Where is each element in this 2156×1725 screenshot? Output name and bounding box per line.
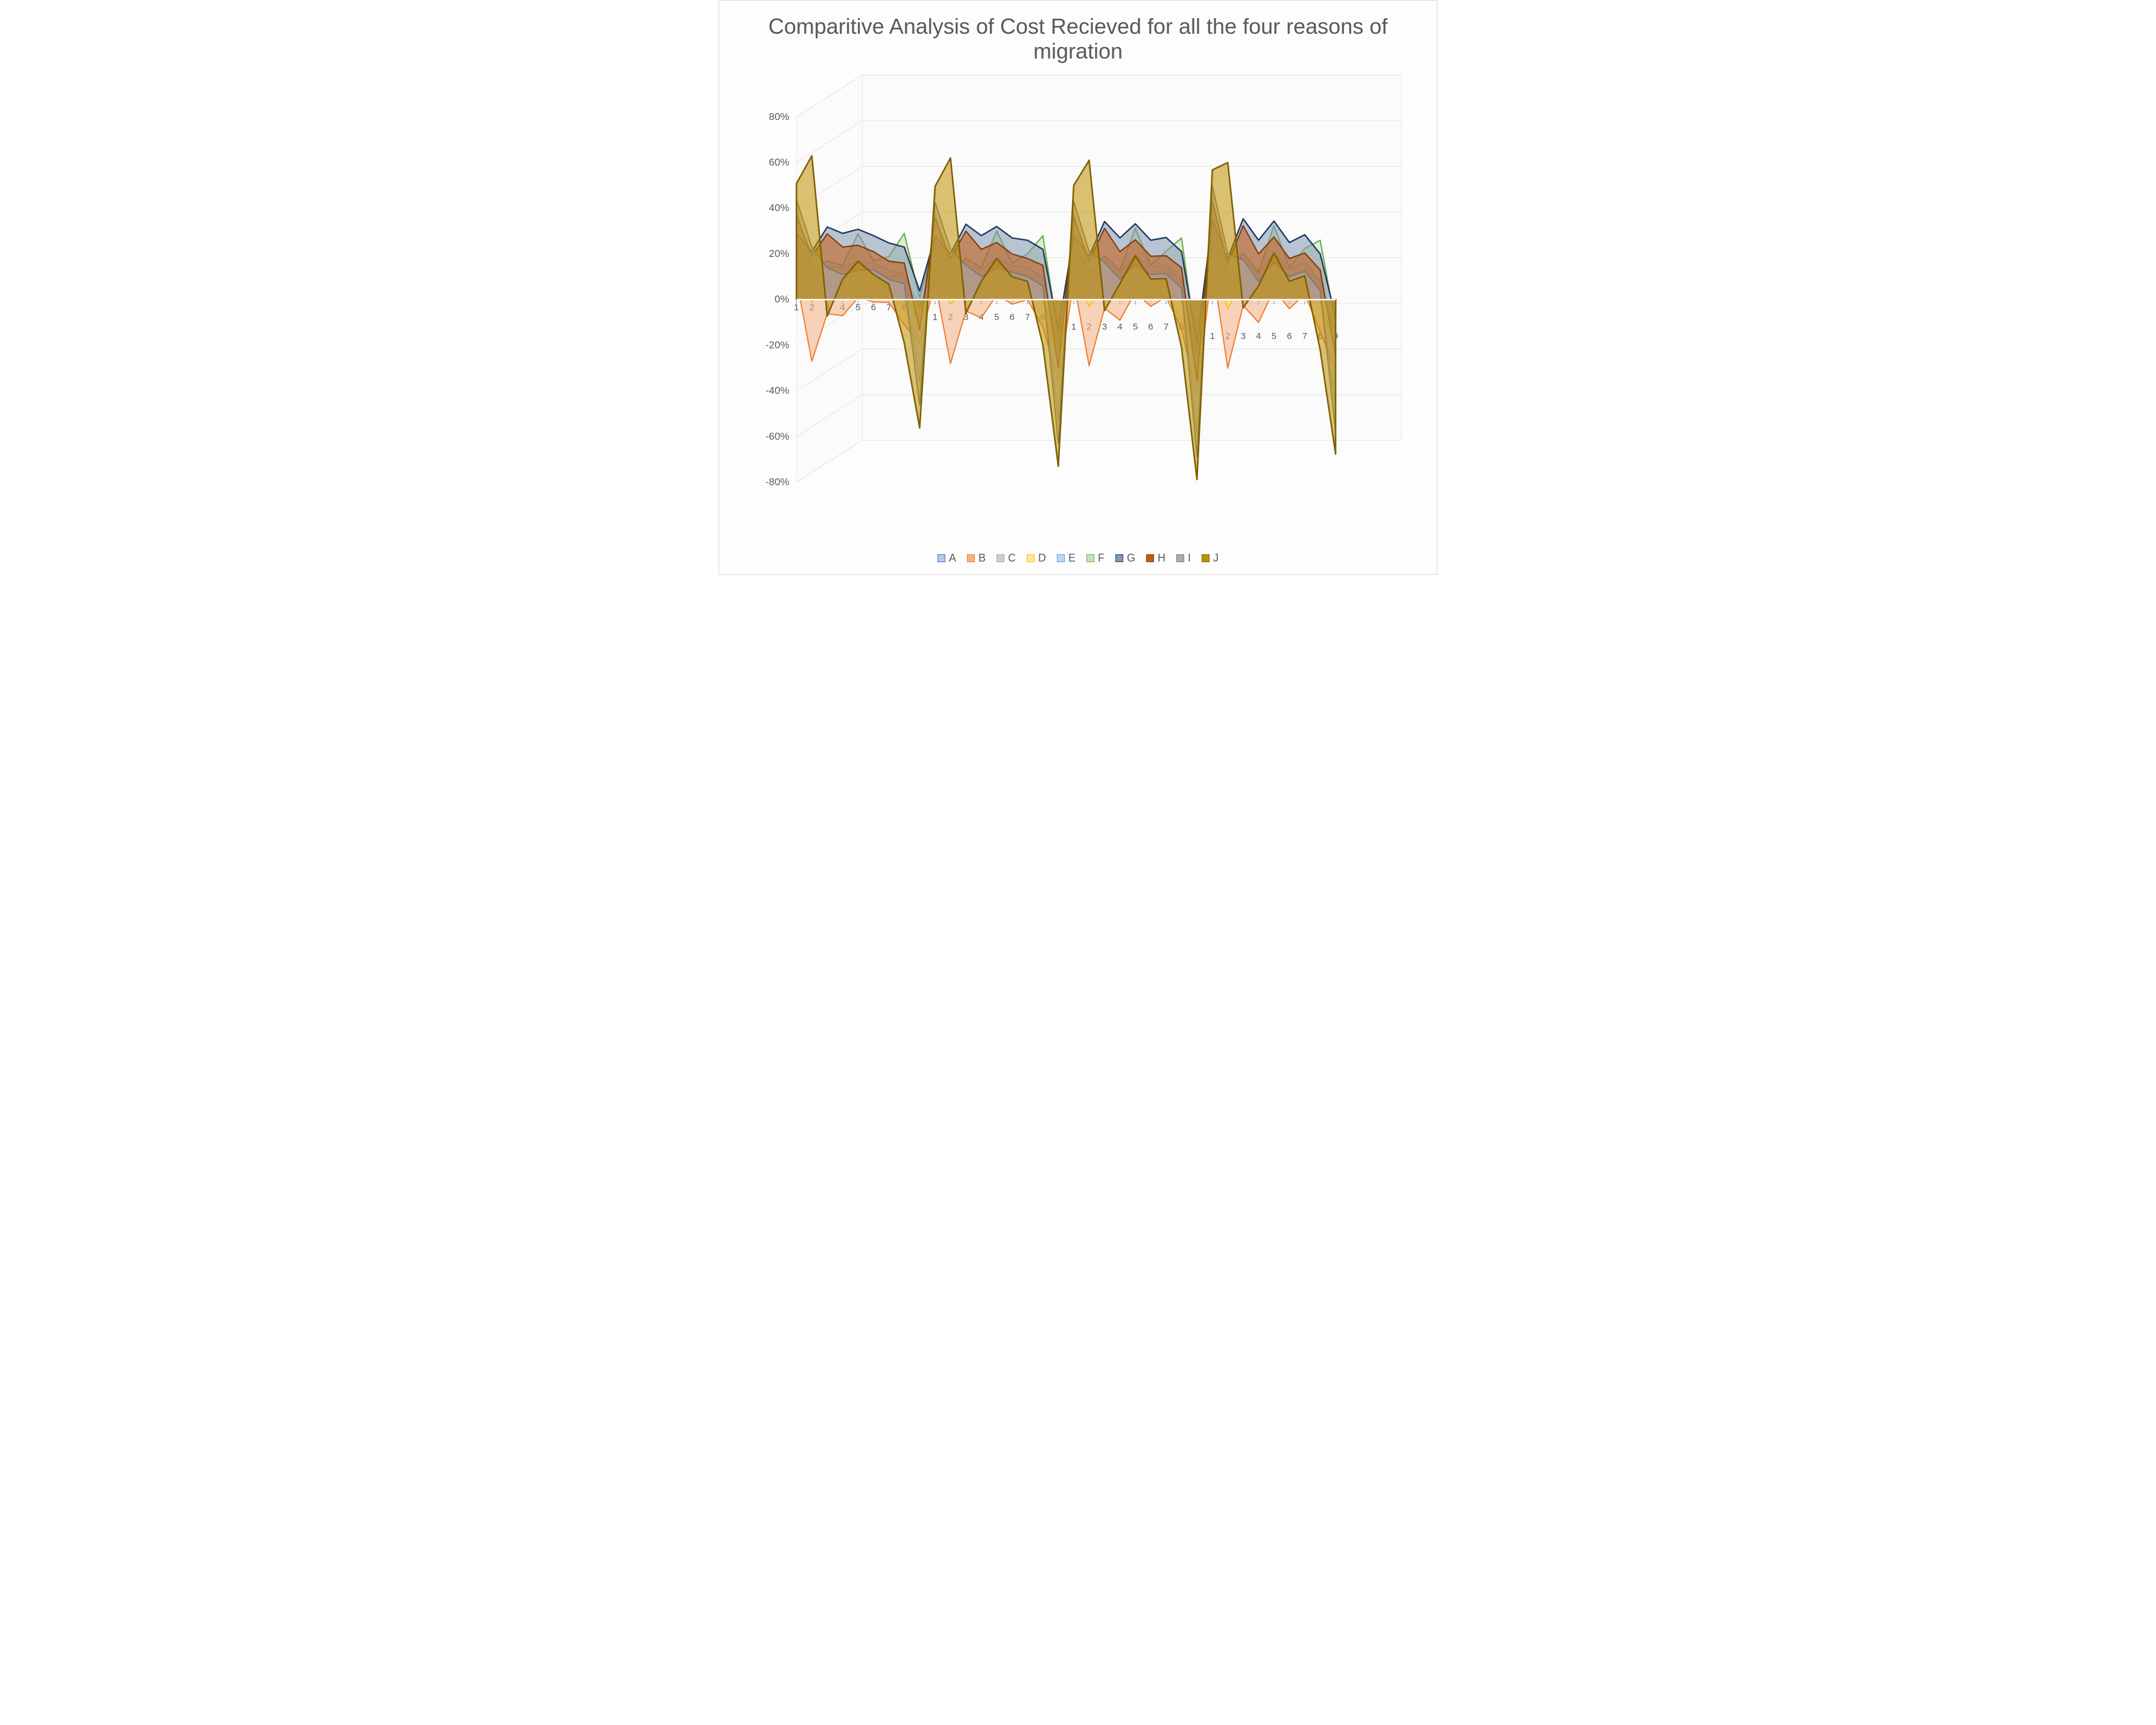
svg-text:6: 6: [871, 303, 876, 312]
legend-item-G: G: [1115, 552, 1135, 565]
chart-plot-area: -80%-60%-40%-20%0%20%40%60%80%1234567891…: [734, 70, 1422, 547]
legend-swatch: [1202, 554, 1210, 562]
svg-text:20%: 20%: [769, 248, 790, 259]
svg-text:6: 6: [1010, 312, 1015, 322]
legend-item-D: D: [1027, 552, 1046, 565]
svg-text:5: 5: [855, 303, 860, 312]
legend-swatch: [1146, 554, 1154, 562]
svg-text:7: 7: [1164, 322, 1168, 332]
svg-text:80%: 80%: [769, 111, 790, 122]
svg-text:1: 1: [1210, 332, 1215, 341]
legend-label: B: [978, 552, 986, 565]
svg-text:5: 5: [994, 312, 999, 322]
svg-text:60%: 60%: [769, 156, 790, 168]
legend-label: G: [1127, 552, 1135, 565]
legend-item-E: E: [1057, 552, 1076, 565]
svg-text:3: 3: [1102, 322, 1107, 332]
svg-text:5: 5: [1133, 322, 1138, 332]
chart-title: Comparitive Analysis of Cost Recieved fo…: [758, 14, 1398, 64]
legend-swatch: [1176, 554, 1184, 562]
svg-text:4: 4: [1117, 322, 1122, 332]
legend-item-I: I: [1176, 552, 1191, 565]
legend-item-F: F: [1086, 552, 1105, 565]
svg-text:-60%: -60%: [766, 431, 789, 442]
legend-label: C: [1008, 552, 1016, 565]
legend-item-A: A: [937, 552, 956, 565]
legend-label: E: [1068, 552, 1076, 565]
svg-text:5: 5: [1272, 332, 1276, 341]
legend-label: F: [1098, 552, 1105, 565]
legend-swatch: [1086, 554, 1094, 562]
svg-text:0%: 0%: [775, 293, 789, 305]
svg-text:-20%: -20%: [766, 339, 789, 350]
chart-legend: A B C D E F G H I J: [734, 547, 1422, 567]
legend-swatch: [1115, 554, 1123, 562]
svg-text:7: 7: [1025, 312, 1030, 322]
svg-text:1: 1: [794, 303, 799, 312]
svg-text:7: 7: [1302, 332, 1307, 341]
legend-item-B: B: [967, 552, 986, 565]
legend-swatch: [967, 554, 975, 562]
svg-text:3: 3: [1241, 332, 1246, 341]
svg-text:6: 6: [1148, 322, 1153, 332]
legend-swatch: [1027, 554, 1035, 562]
legend-swatch: [937, 554, 945, 562]
svg-text:4: 4: [1256, 332, 1261, 341]
svg-text:1: 1: [1071, 322, 1076, 332]
chart-svg: -80%-60%-40%-20%0%20%40%60%80%1234567891…: [734, 70, 1422, 547]
legend-swatch: [1057, 554, 1065, 562]
legend-label: H: [1158, 552, 1165, 565]
legend-swatch: [997, 554, 1004, 562]
legend-label: J: [1213, 552, 1219, 565]
svg-text:-40%: -40%: [766, 385, 789, 396]
legend-label: I: [1188, 552, 1191, 565]
chart-frame: Comparitive Analysis of Cost Recieved fo…: [718, 0, 1438, 575]
legend-item-H: H: [1146, 552, 1165, 565]
legend-label: D: [1038, 552, 1046, 565]
svg-text:40%: 40%: [769, 202, 790, 214]
legend-item-J: J: [1202, 552, 1219, 565]
svg-text:-80%: -80%: [766, 476, 789, 487]
svg-text:6: 6: [1287, 332, 1292, 341]
svg-text:1: 1: [933, 312, 937, 322]
legend-item-C: C: [997, 552, 1016, 565]
legend-label: A: [949, 552, 956, 565]
